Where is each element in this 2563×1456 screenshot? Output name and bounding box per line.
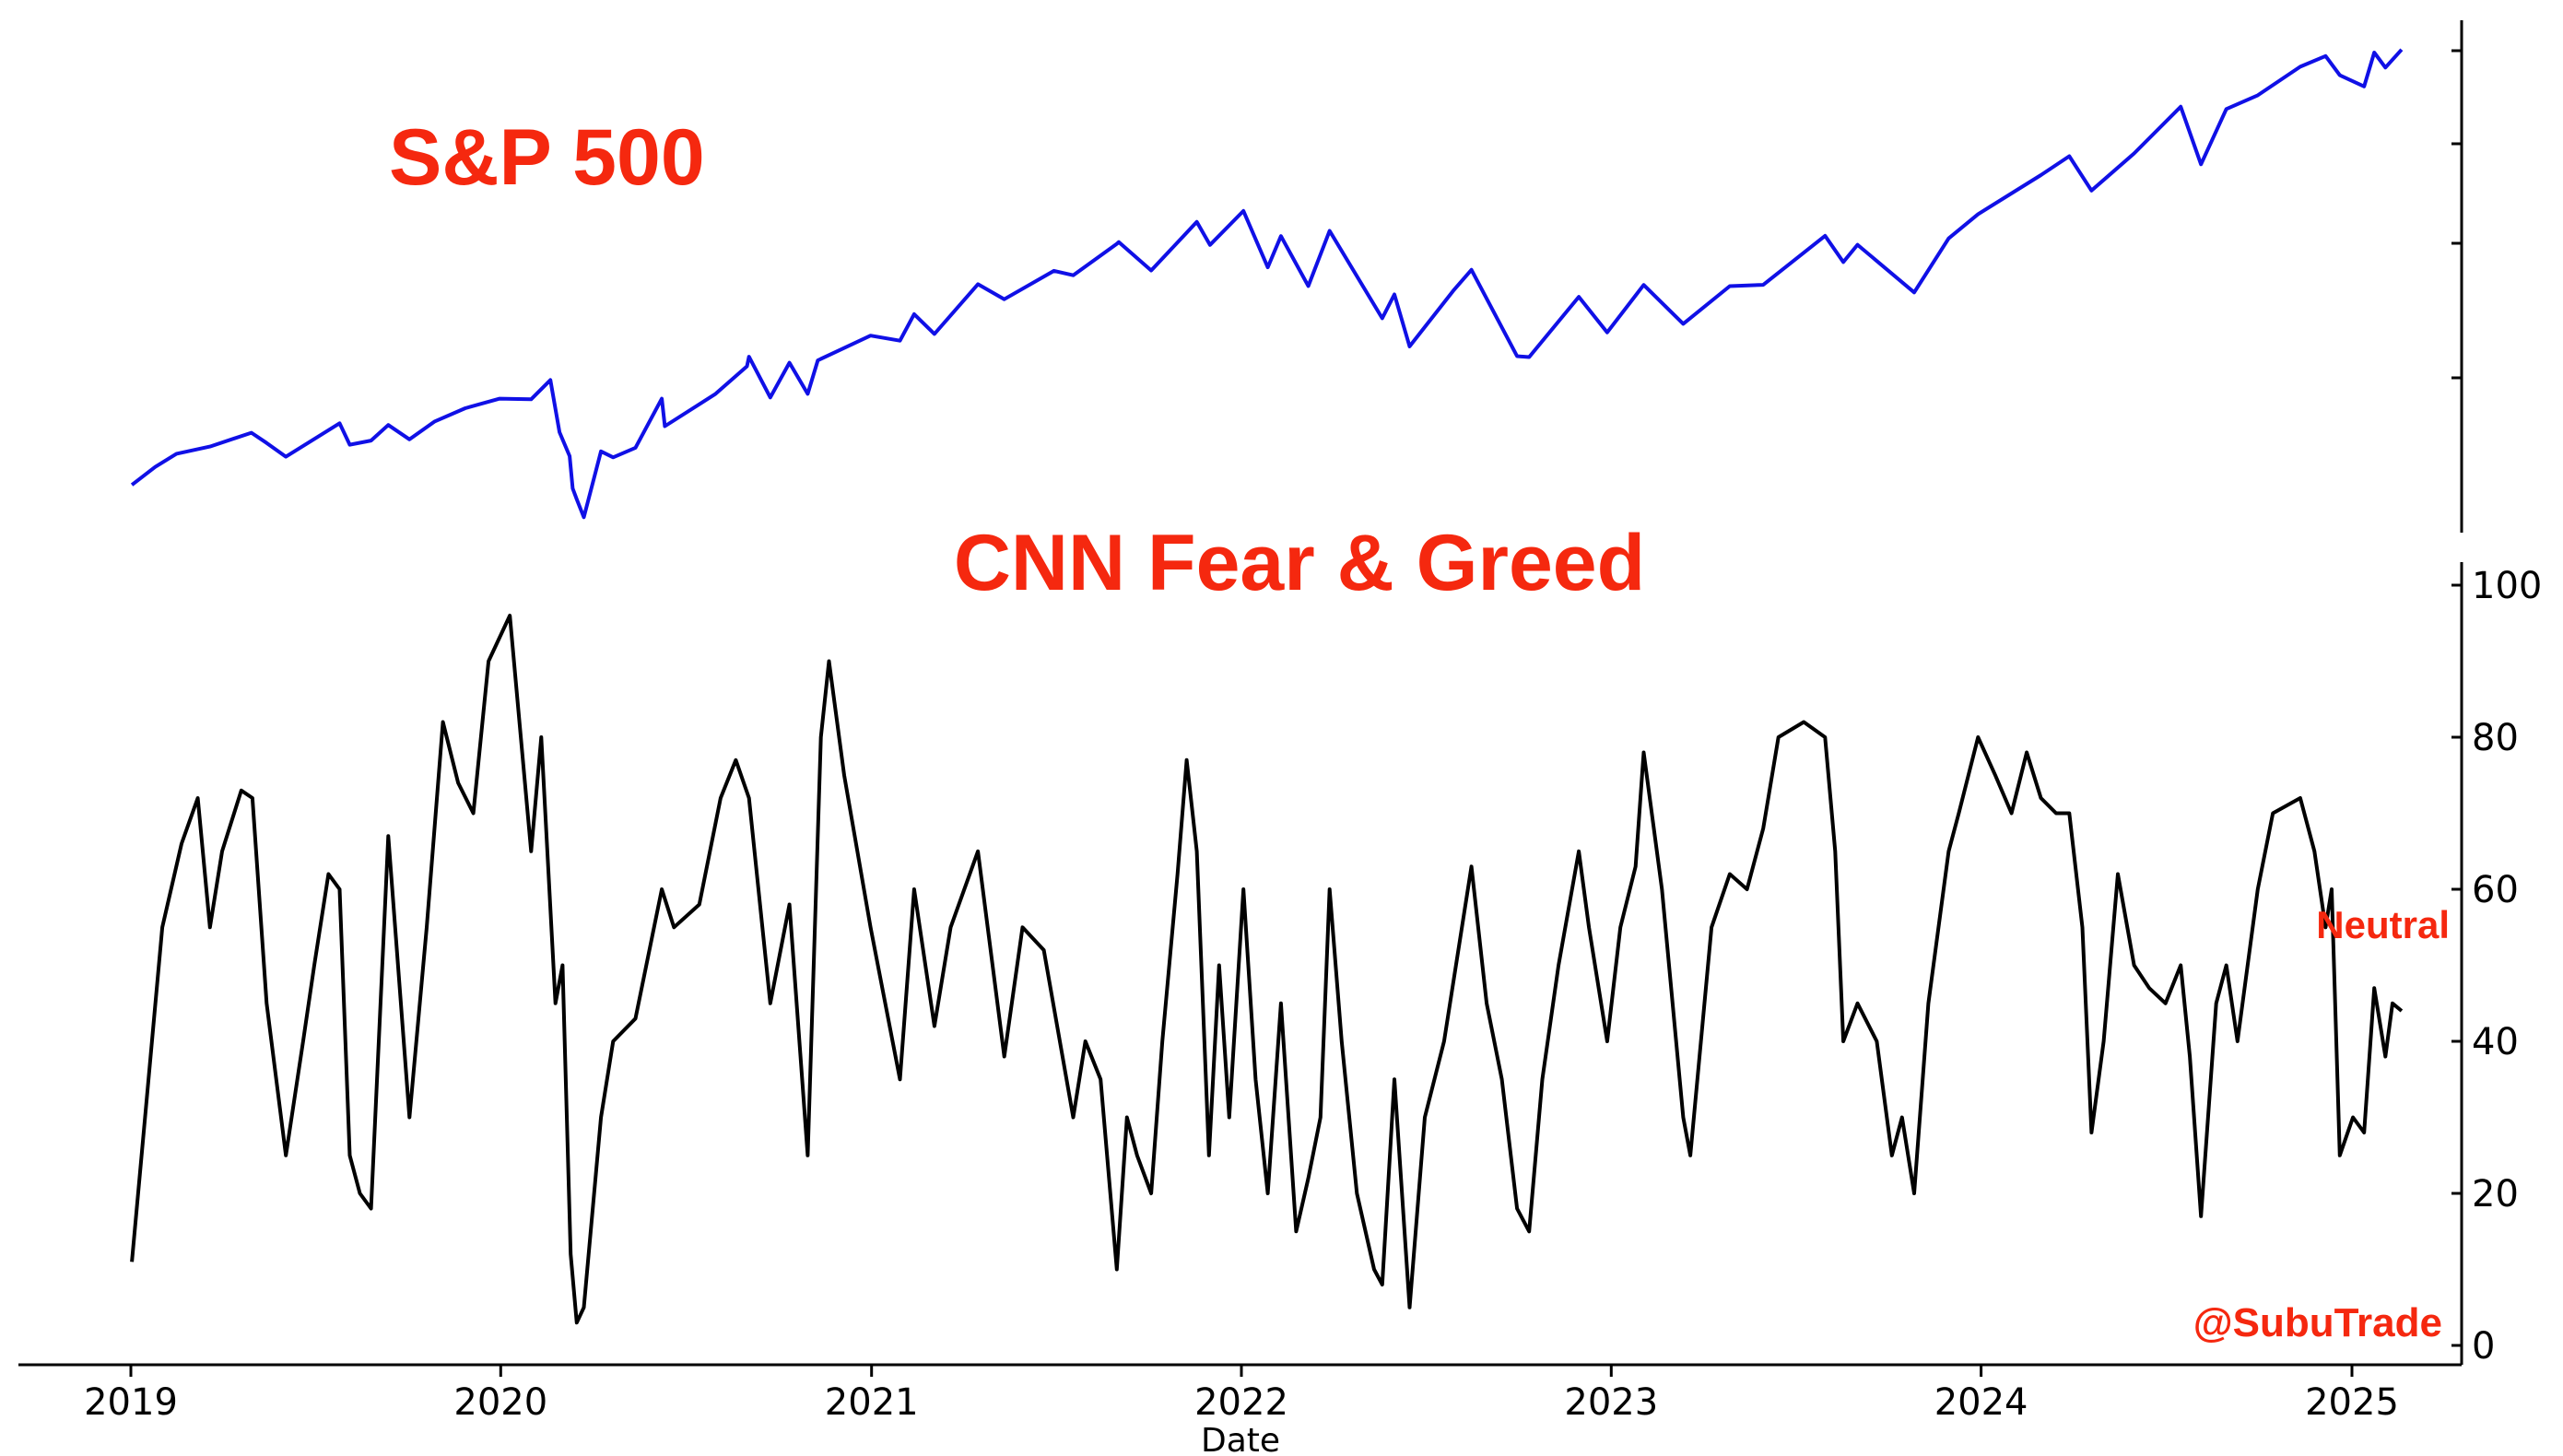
neutral-annotation: Neutral: [2316, 903, 2450, 946]
fear-greed-panel: 0 20 40 60 80 100 2019 2020 2021 2022 2023 2024 202…: [18, 519, 2542, 1456]
x-tick-label: 2020: [453, 1381, 547, 1424]
sp500-panel: S&P 500: [130, 20, 2463, 533]
x-tick-label: 2019: [84, 1381, 178, 1424]
fg-y-axis: 0 20 40 60 80 100: [2451, 565, 2542, 1368]
x-axis-label: Date: [1201, 1422, 1280, 1456]
watermark-annotation: @SubuTrade: [2193, 1300, 2442, 1345]
fg-x-axis: 2019 2020 2021 2022 2023 2024 2025: [84, 1365, 2399, 1424]
x-tick-label: 2023: [1564, 1381, 1658, 1424]
y-tick-label: 60: [2472, 869, 2519, 911]
y-tick-label: 20: [2472, 1173, 2519, 1215]
sp500-series-line: [130, 48, 2404, 520]
x-tick-label: 2024: [1934, 1381, 2028, 1424]
x-tick-label: 2021: [825, 1381, 919, 1424]
x-tick-label: 2022: [1194, 1381, 1288, 1424]
sp500-tick-marks: [2451, 49, 2462, 380]
sp500-title: S&P 500: [389, 113, 705, 202]
x-tick-label: 2025: [2305, 1381, 2399, 1424]
y-tick-label: 80: [2472, 717, 2519, 759]
y-tick-label: 0: [2472, 1325, 2495, 1368]
y-tick-label: 40: [2472, 1021, 2519, 1063]
fear-greed-series-line: [130, 614, 2404, 1325]
y-tick-label: 100: [2472, 565, 2542, 607]
fear-greed-title: CNN Fear & Greed: [954, 519, 1645, 607]
